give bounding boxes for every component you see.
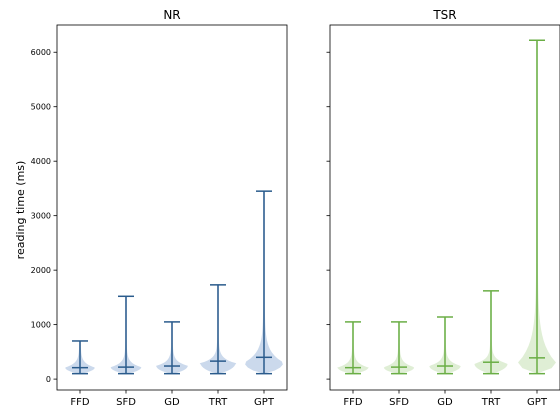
x-tick-label: GD: [437, 397, 453, 408]
panel-title: NR: [163, 8, 180, 22]
x-tick-label: FFD: [70, 397, 90, 408]
y-tick-label: 1000: [31, 321, 51, 330]
x-tick-label: GD: [164, 397, 180, 408]
y-tick-label: 0: [46, 375, 51, 384]
x-tick-label: TRT: [481, 397, 501, 408]
y-tick-label: 4000: [31, 157, 51, 166]
y-axis-label: reading time (ms): [14, 161, 27, 260]
x-tick-label: SFD: [389, 397, 409, 408]
panel-title: TSR: [432, 8, 456, 22]
x-tick-label: GPT: [254, 397, 275, 408]
tsr-panel: TSR FFD SFD GD TRT GPT: [326, 8, 560, 408]
y-tick-label: 5000: [31, 103, 51, 112]
x-tick-label: GPT: [527, 397, 548, 408]
nr-panel: NR 0 1000 2000 3000 4000 5000 6000 FFD SFD GD TRT GP…: [31, 8, 288, 408]
x-tick-label: TRT: [208, 397, 228, 408]
y-tick-label: 3000: [31, 212, 51, 221]
x-tick-label: SFD: [116, 397, 136, 408]
y-tick-label: 2000: [31, 266, 51, 275]
x-tick-label: FFD: [343, 397, 363, 408]
y-tick-label: 6000: [31, 48, 51, 57]
